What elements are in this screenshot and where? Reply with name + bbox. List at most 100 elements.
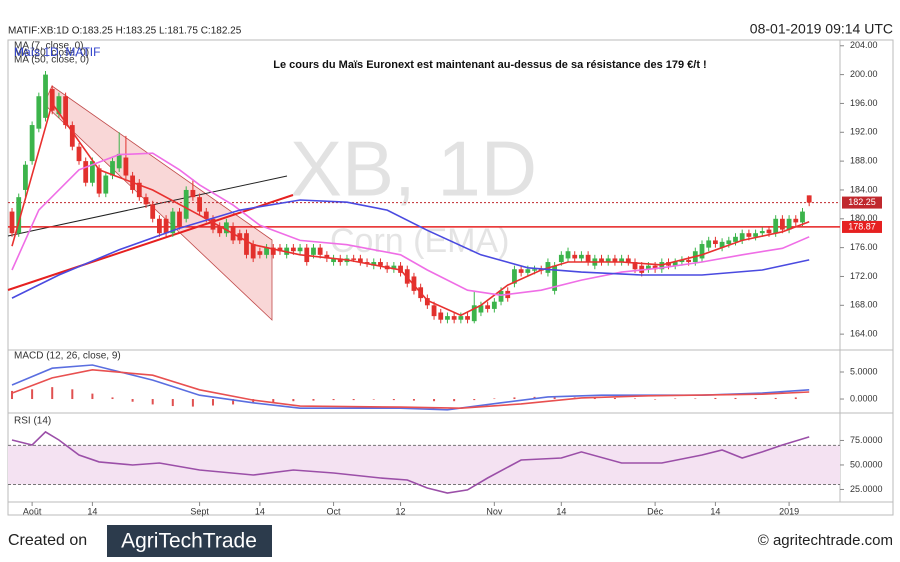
candle-body [713,240,718,245]
datetime: 08-01-2019 09:14 UTC [750,21,893,37]
indicator-line [11,101,810,317]
histogram-bar [433,399,436,402]
x-tick-label: 14 [87,506,97,516]
legend-entry: MA (20, close, 0) [14,48,89,59]
candle-body [746,233,752,237]
candle-body [83,161,89,183]
candle-body [90,161,95,183]
candle-body [257,251,263,255]
candle-body [699,244,705,259]
price-tag [842,220,882,233]
price-tag [842,196,882,209]
x-tick-label: 14 [255,506,265,516]
legend-entry: MA (7, close, 0) [14,41,83,52]
y-tick-label: 164.00 [850,329,878,339]
candle-body [150,204,156,219]
histogram-bar [211,399,214,406]
x-tick-label: 2019 [779,506,799,516]
candle-body [63,96,69,126]
candle-body [197,197,202,212]
candle-body [49,89,55,111]
histogram-bar [272,399,275,403]
candle-body [123,157,129,176]
histogram-bar [774,397,777,400]
candle-body [156,218,162,234]
chart-frame [7,39,894,516]
x-tick-label: Août [23,506,42,516]
candle-body [552,265,558,291]
candle-body [451,316,457,320]
y-tick-label: 172.00 [850,271,878,281]
candle-body [679,259,685,263]
candle-body [76,146,82,162]
candle-body [23,164,28,190]
candle-body [532,269,537,271]
y-tick-label: 188.00 [850,155,878,165]
price-tag-label: 178.87 [848,221,876,231]
candle-body [183,189,189,219]
candle-body [672,262,678,266]
logo: AgriTechTrade [121,530,257,553]
candle-body [110,161,115,176]
candle-body [806,195,812,203]
histogram-bar [171,399,174,407]
candle-body [525,269,531,273]
footer-site: © agritechtrade.com [758,532,893,549]
candle-body [619,258,625,263]
candle-body [56,96,62,115]
indicator-line [11,368,810,410]
candle-body [753,233,758,237]
y-tick-label: 192.00 [850,127,878,137]
watermark: XB, 1D [290,125,537,213]
candle-body [773,218,779,234]
x-tick-label: 14 [710,506,720,516]
candle-body [558,254,564,263]
candle-body [103,175,109,194]
x-tick-label: Oct [327,506,342,516]
rsi-band [8,445,840,485]
candle-body [431,305,437,317]
y-tick-label: 25.0000 [850,484,883,494]
logo-box [107,525,272,557]
x-tick-label: Déc [647,506,664,516]
candle-body [518,269,524,273]
y-tick-label: 0.0000 [850,393,878,403]
symbol-line: MATIF:XB:1D O:183.25 H:183.25 L:181.75 C… [8,26,242,37]
candle-body [565,251,571,259]
histogram-bar [372,399,375,400]
histogram-bar [71,389,74,400]
candle-body [579,254,584,259]
histogram-bar [111,397,114,400]
histogram-bar [292,399,295,402]
candle-body [331,258,336,263]
y-tick-label: 200.00 [850,69,878,79]
histogram-bar [392,399,395,401]
candle-body [16,197,22,234]
candle-body [739,233,745,241]
candle-body [69,125,75,147]
candle-body [686,259,692,263]
candle-body [485,305,491,309]
candle-body [9,211,15,234]
candle-body [779,218,785,230]
candle-body [36,96,42,129]
candle-body [726,240,732,245]
panel-label: MACD (12, 26, close, 9) [14,351,121,362]
y-tick-label: 180.00 [850,213,878,223]
annotation: Le cours du Maïs Euronext est maintenant… [273,59,706,71]
y-tick-label: 204.00 [850,40,878,50]
candle-body [632,262,638,270]
indicator-line [11,364,810,411]
legend-entry: MA (50, close, 0) [14,55,89,66]
candle-body [733,236,738,242]
candle-body [116,153,122,169]
y-tick-label: 50.0000 [850,459,883,469]
histogram-bar [553,396,556,400]
histogram-bar [654,399,657,400]
panel-label: RSI (14) [14,416,51,427]
candle-body [371,262,377,266]
candle-body [411,276,417,291]
candle-body [277,247,283,252]
